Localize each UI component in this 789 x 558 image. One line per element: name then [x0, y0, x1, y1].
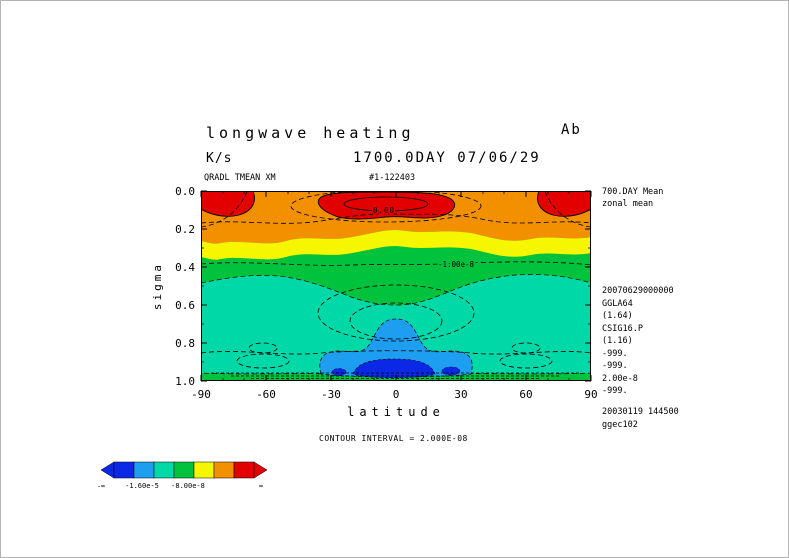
right-panel: 700.DAY Mean zonal mean 20070629000000 G… [602, 187, 679, 430]
contour-field: 0.00 -1.00e-8 [201, 191, 591, 381]
contour-fill-orange [201, 191, 591, 244]
x-tick-label: -30 [321, 388, 341, 401]
y-tick-labels: 0.0 0.2 0.4 0.6 0.8 1.0 [175, 185, 195, 388]
right-panel-line: (1.64) [602, 311, 633, 321]
x-tick-label: 30 [454, 388, 467, 401]
right-panel-line: -999. [602, 349, 628, 359]
colorbar-segment-red [233, 461, 255, 479]
right-panel-line: (1.16) [602, 336, 633, 346]
neg-contour-label: -1.00e-8 [438, 260, 475, 269]
right-panel-line: CSIG16.P [602, 324, 643, 334]
colorbar-right-end-label: ∞ [259, 482, 263, 490]
x-tick-label: -90 [191, 388, 211, 401]
right-panel-line: 20030119 144500 [602, 407, 679, 417]
colorbar-left-end-label: -∞ [97, 482, 105, 490]
contour-fill-red-right [537, 191, 591, 217]
contour-fill-red-left [201, 191, 255, 217]
run-id-label: #1-122403 [369, 173, 415, 183]
zero-contour-label: 0.00 [373, 206, 395, 215]
y-tick-label: 1.0 [175, 375, 195, 388]
contour-fill-blue-blob [441, 366, 461, 376]
dashed-contour-lines [201, 191, 591, 369]
zero-contour-inner [343, 196, 429, 212]
minor-ticks [201, 191, 591, 381]
figure-title: longwave heating [206, 124, 415, 142]
contour-interval-caption: CONTOUR INTERVAL = 2.000E-08 [319, 434, 468, 443]
colorbar-segment-blue [113, 461, 135, 479]
y-tick-label: 0.4 [175, 261, 195, 274]
y-tick-label: 0.2 [175, 223, 195, 236]
colorbar: -∞ -1.60e-5 -8.00e-8 ∞ [97, 461, 268, 490]
colorbar-label-1: -1.60e-5 [125, 482, 159, 490]
x-axis-title: latitude [347, 405, 445, 419]
right-panel-line: 700.DAY Mean [602, 187, 663, 197]
time-label: 1700.0DAY 07/06/29 [353, 150, 541, 166]
colorbar-segment-yellow [193, 461, 215, 479]
right-panel-line: zonal mean [602, 199, 653, 209]
right-panel-line: 2.00e-8 [602, 374, 638, 384]
x-tick-label: -60 [256, 388, 276, 401]
right-panel-line: -999. [602, 386, 628, 396]
x-tick-label: 60 [519, 388, 532, 401]
x-tick-labels: -90 -60 -30 0 30 60 90 [191, 388, 598, 401]
x-tick-label: 0 [393, 388, 400, 401]
right-panel-line: -999. [602, 361, 628, 371]
y-axis-title: sigma [151, 262, 164, 310]
major-ticks [200, 190, 592, 382]
y-tick-label: 0.8 [175, 337, 195, 350]
units-label: K/s [206, 151, 232, 166]
colorbar-segment-turquoise [153, 461, 175, 479]
right-panel-line: GGLA64 [602, 299, 633, 309]
right-panel-line: 20070629000000 [602, 286, 674, 296]
colorbar-label-2: -8.00e-8 [171, 482, 205, 490]
variable-label: QRADL TMEAN XM [204, 173, 276, 183]
colorbar-right-arrow [253, 461, 268, 479]
colorbar-segment-orange [213, 461, 235, 479]
contour-fill-blue-blob [331, 368, 347, 376]
right-panel-line: ggec102 [602, 420, 638, 430]
y-tick-label: 0.0 [175, 185, 195, 198]
y-tick-label: 0.6 [175, 299, 195, 312]
x-tick-label: 90 [584, 388, 597, 401]
figure-title-right: Ab [561, 122, 582, 138]
contour-fill-yellow [201, 230, 591, 260]
colorbar-left-arrow [100, 461, 115, 479]
colorbar-segment-green [173, 461, 195, 479]
colorbar-segment-cyan [133, 461, 155, 479]
